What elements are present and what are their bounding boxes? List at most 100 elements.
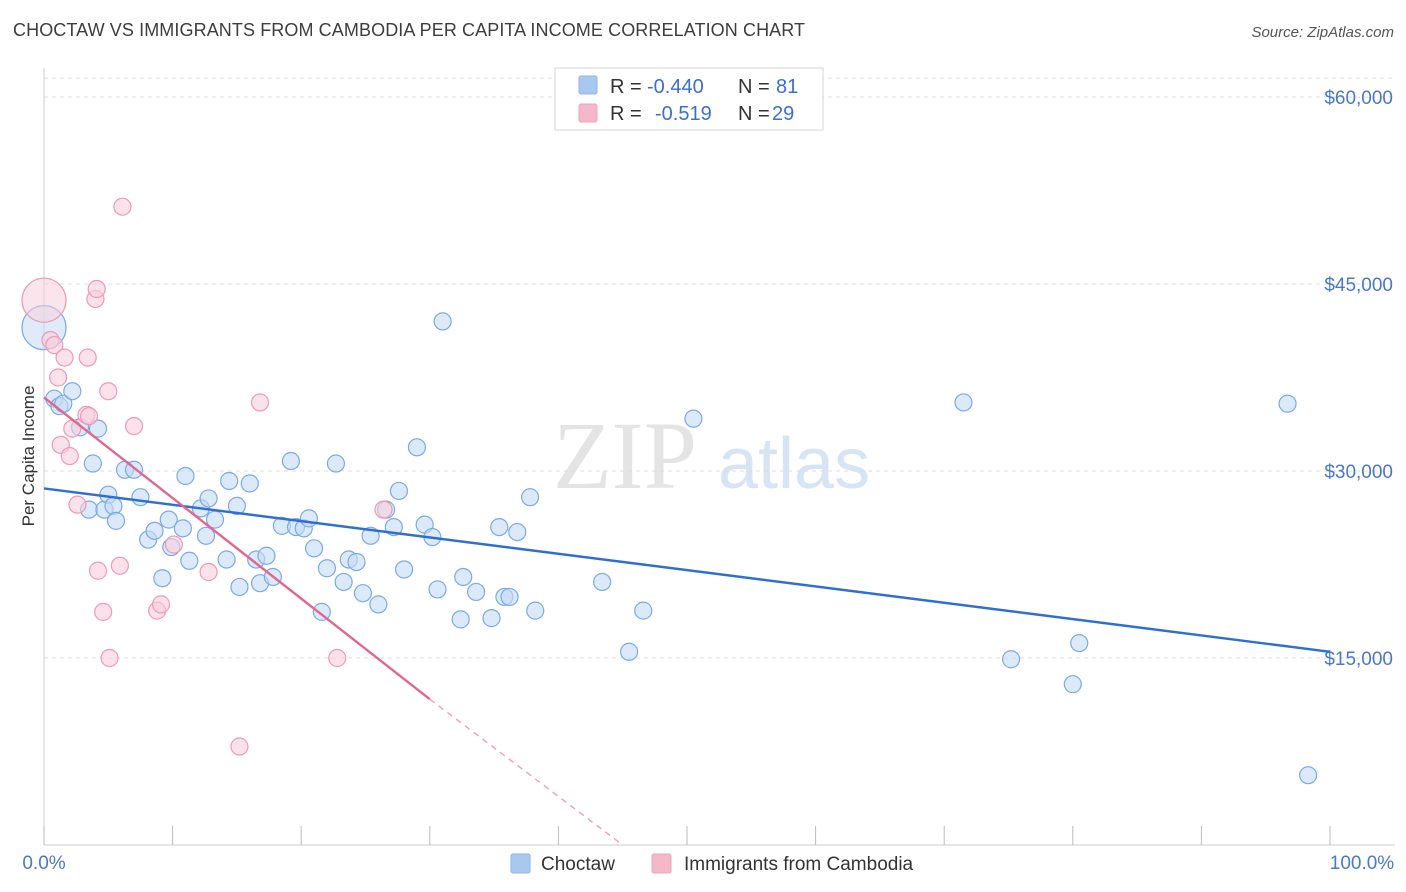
choctaw-point-74 (684, 409, 703, 428)
x-tick-label-max: 100.0% (1330, 853, 1395, 874)
choctaw-point-61 (451, 610, 470, 629)
choctaw-point-59 (428, 580, 447, 599)
choctaw-point-18 (153, 569, 172, 588)
choctaw-point-48 (347, 552, 366, 572)
cambodia-trend-extension (429, 698, 624, 846)
choctaw-point-60 (433, 312, 452, 331)
choctaw-point-77 (1063, 675, 1082, 694)
y-tick-label-30000: $30,000 (1324, 462, 1393, 483)
cambodia-point-27 (328, 648, 347, 668)
legend-swatch-choctaw (578, 75, 598, 95)
legend-r-label-1: R = (610, 103, 642, 125)
cambodia-point-5 (55, 348, 74, 367)
series-legend-label-choctaw: Choctaw (541, 854, 615, 875)
cambodia-point-26 (250, 393, 270, 412)
choctaw-point-28 (217, 550, 236, 569)
choctaw-trend-line (43, 487, 1331, 653)
legend-swatch-cambodia (578, 103, 598, 123)
cambodia-point-19 (113, 197, 132, 216)
series-legend-swatch-cambodia (651, 853, 672, 874)
choctaw-point-32 (240, 474, 259, 493)
cambodia-point-25 (230, 737, 249, 756)
choctaw-point-73 (634, 601, 653, 620)
cambodia-point-20 (124, 417, 144, 436)
y-tick-label-45000: $45,000 (1324, 275, 1393, 296)
cambodia-point-11 (79, 407, 99, 426)
gridlines (44, 77, 1395, 659)
legend-r-label-0: R = (610, 76, 642, 98)
choctaw-point-38 (281, 451, 301, 471)
choctaw-point-51 (369, 595, 388, 614)
cambodia-point-17 (100, 648, 119, 668)
cambodia-point-15 (94, 602, 113, 621)
y-tick-label-60000: $60,000 (1324, 88, 1393, 109)
series-legend-swatch-choctaw (510, 853, 531, 874)
cambodia-point-7 (63, 419, 82, 438)
cambodia-point-6 (60, 446, 79, 466)
choctaw-point-68 (508, 522, 527, 542)
stats-legend: R = -0.440 N = 81 R = -0.519 N = 29 (554, 67, 824, 131)
legend-n-label-0: N = (738, 76, 770, 98)
choctaw-point-17 (145, 521, 164, 540)
choctaw-point-67 (500, 587, 519, 607)
cambodia-point-10 (78, 348, 97, 367)
legend-n-value-1: 29 (772, 103, 794, 125)
choctaw-point-43 (312, 602, 331, 621)
cambodia-point-3 (49, 368, 68, 387)
choctaw-point-41 (299, 509, 319, 528)
choctaw-point-11 (104, 496, 123, 516)
data-points (21, 197, 1318, 785)
choctaw-point-80 (1299, 766, 1318, 785)
choctaw-point-6 (88, 419, 108, 438)
series-legend: Choctaw Immigrants from Cambodia (510, 853, 914, 875)
cambodia-point-0 (21, 277, 67, 323)
watermark-zip: ZIP (553, 402, 697, 509)
choctaw-point-8 (83, 454, 102, 473)
choctaw-point-46 (334, 572, 353, 592)
choctaw-point-79 (1278, 394, 1297, 413)
choctaw-point-65 (490, 517, 509, 537)
choctaw-point-64 (482, 609, 501, 628)
cambodia-point-14 (88, 561, 108, 580)
choctaw-point-45 (326, 454, 346, 473)
legend-r-value-0: -0.440 (647, 76, 704, 98)
choctaw-point-56 (407, 438, 427, 457)
choctaw-point-29 (220, 471, 239, 491)
cambodia-point-28 (374, 500, 393, 519)
choctaw-point-69 (521, 488, 540, 507)
trend-lines (43, 396, 1331, 846)
choctaw-point-63 (466, 582, 486, 602)
choctaw-point-26 (199, 489, 218, 508)
choctaw-point-49 (353, 584, 373, 603)
cambodia-point-23 (164, 535, 183, 554)
x-tick-label-min: 0.0% (22, 853, 65, 874)
legend-r-value-1: -0.519 (655, 103, 712, 125)
choctaw-point-78 (1070, 633, 1089, 653)
choctaw-point-44 (317, 559, 337, 578)
choctaw-point-35 (257, 546, 276, 565)
choctaw-point-54 (389, 481, 409, 501)
choctaw-point-72 (620, 642, 639, 661)
choctaw-point-31 (230, 577, 249, 597)
choctaw-point-71 (593, 572, 612, 592)
axes (43, 68, 1395, 846)
cambodia-point-22 (151, 595, 171, 614)
cambodia-point-2 (45, 335, 64, 355)
cambodia-trend-line (43, 396, 431, 701)
source-label: Source: ZipAtlas.com (1251, 24, 1394, 41)
choctaw-point-30 (227, 496, 246, 516)
watermark-atlas: atlas (718, 424, 870, 504)
y-tick-labels: $15,000 $30,000 $45,000 $60,000 (1324, 88, 1393, 670)
stats-legend-box (554, 67, 824, 131)
choctaw-point-55 (394, 560, 414, 579)
choctaw-point-75 (954, 393, 973, 412)
choctaw-point-21 (173, 519, 192, 538)
choctaw-point-76 (1001, 650, 1021, 669)
choctaw-point-15 (131, 488, 150, 507)
choctaw-point-70 (526, 601, 545, 620)
choctaw-point-19 (159, 510, 178, 529)
y-axis-label: Per Capita Income (19, 386, 38, 527)
cambodia-point-13 (87, 279, 106, 299)
choctaw-point-62 (454, 567, 473, 587)
choctaw-point-12 (106, 511, 126, 530)
